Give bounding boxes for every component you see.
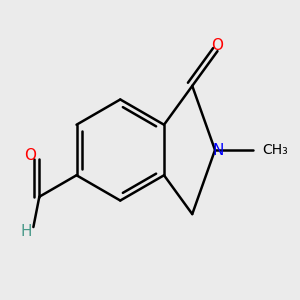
Text: N: N xyxy=(212,142,224,158)
Text: H: H xyxy=(20,224,32,239)
Text: CH₃: CH₃ xyxy=(262,143,288,157)
Text: O: O xyxy=(24,148,36,164)
Text: O: O xyxy=(212,38,224,53)
